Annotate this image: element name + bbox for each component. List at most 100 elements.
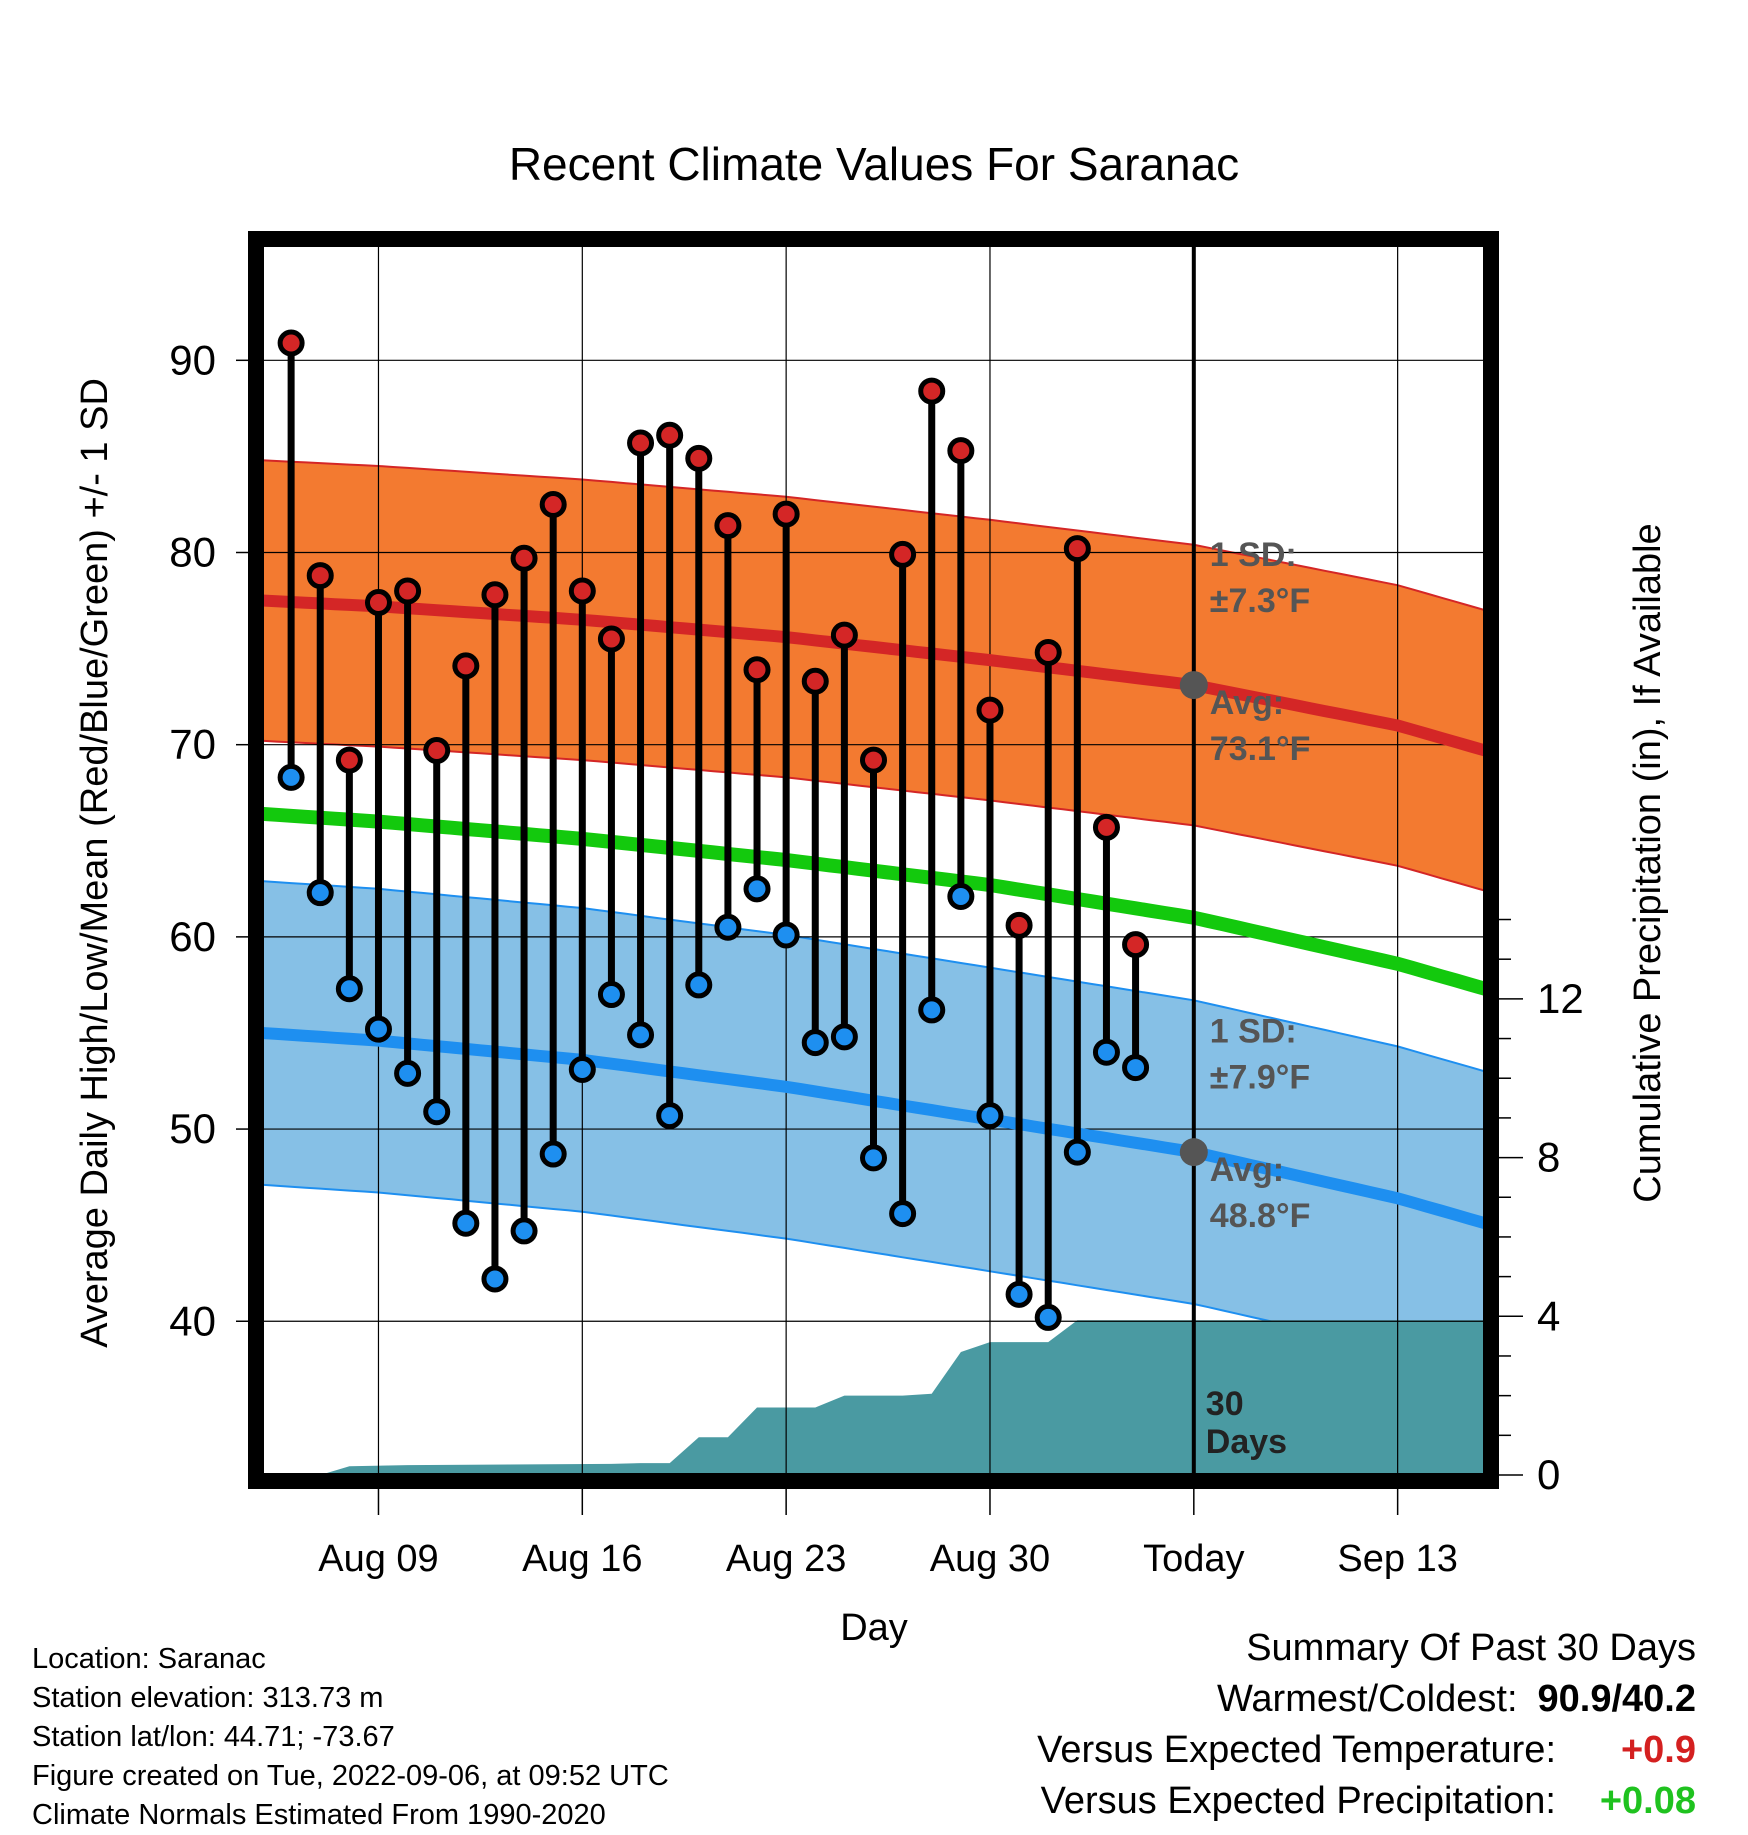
summary-panel: Summary Of Past 30 Days Warmest/Coldest:… (1037, 1623, 1696, 1827)
daily-high-point (597, 625, 625, 653)
daily-high-point (306, 562, 334, 590)
warmest-label: Warmest/Coldest: (1216, 1678, 1518, 1720)
plot-frame (248, 231, 1499, 1489)
elevation-text: Station elevation: 313.73 m (32, 1682, 384, 1714)
daily-high-point (918, 377, 946, 405)
daily-high-point (364, 588, 392, 616)
temp-value: +0.9 (1620, 1729, 1696, 1771)
warmest-value: 90.9/40.2 (1537, 1678, 1696, 1720)
daily-low-point (714, 913, 742, 941)
daily-low-point (306, 879, 334, 907)
daily-low-point (1122, 1054, 1150, 1082)
daily-high-point (1092, 813, 1120, 841)
precipitation-area (262, 1320, 1485, 1475)
y2-axis-label: Cumulative Precipitation (in), If Availa… (1627, 523, 1669, 1202)
daily-low-point (364, 1015, 392, 1043)
daily-low-point (656, 1102, 684, 1130)
daily-high-point (801, 667, 829, 695)
y-tick-label: 50 (169, 1105, 216, 1152)
daily-low-point (860, 1144, 887, 1172)
avg-high-line (262, 594, 1485, 757)
daily-high-point (656, 421, 684, 449)
x-tick-label: Aug 09 (318, 1538, 438, 1580)
daily-high-point (976, 696, 1004, 724)
x-tick-label: Aug 16 (522, 1538, 642, 1580)
daily-low-point (335, 975, 363, 1003)
today-days-word: Days (1206, 1423, 1287, 1461)
daily-low-point (1092, 1038, 1120, 1066)
summary-precip-row: Versus Expected Precipitation: +0.08 (1037, 1776, 1696, 1827)
daily-high-point (743, 656, 771, 684)
summary-temp-row: Versus Expected Temperature: +0.9 (1037, 1725, 1696, 1776)
plot-area: 1 SD: ±7.3°F Avg: 73.1°F 1 SD: ±7.9°F Avg: 48.8… (169, 231, 1584, 1580)
normals-text: Climate Normals Estimated From 1990-2020 (32, 1799, 606, 1831)
precip-label: Versus Expected Precipitation: (1040, 1780, 1556, 1822)
chart-title: Recent Climate Values For Saranac (509, 138, 1239, 190)
x-tick-label: Aug 23 (726, 1538, 846, 1580)
daily-low-point (394, 1059, 422, 1087)
daily-low-point (830, 1023, 858, 1051)
x-tick-label: Sep 13 (1337, 1538, 1457, 1580)
high-sd-band (262, 460, 1485, 891)
low-avg-value: 48.8°F (1210, 1197, 1311, 1235)
daily-high-point (947, 437, 975, 465)
daily-low-point (685, 971, 713, 999)
daily-high-point (627, 429, 655, 457)
x-tick-label: Aug 30 (930, 1538, 1050, 1580)
daily-low-point (1005, 1280, 1033, 1308)
daily-low-point (918, 996, 946, 1024)
daily-low-point (889, 1200, 917, 1228)
avg-low-today-marker (1179, 1138, 1208, 1167)
y-tick-label: 40 (169, 1297, 216, 1344)
daily-low-point (539, 1140, 567, 1168)
daily-high-point (1034, 638, 1062, 666)
daily-high-point (335, 746, 363, 774)
y2-tick-label: 8 (1537, 1134, 1560, 1181)
daily-high-point (510, 544, 538, 572)
summary-title: Summary Of Past 30 Days (1246, 1627, 1696, 1669)
y2-tick-label: 12 (1537, 975, 1584, 1022)
location-text: Location: Saranac (32, 1643, 266, 1675)
daily-high-point (452, 652, 480, 680)
y-tick-label: 80 (169, 529, 216, 576)
high-avg-label: Avg: (1210, 684, 1284, 722)
today-days-number: 30 (1206, 1385, 1244, 1423)
high-sd-upper-line (262, 459, 1485, 612)
daily-high-point (423, 736, 451, 764)
daily-low-point (277, 763, 305, 791)
low-sd-label: 1 SD: (1210, 1013, 1297, 1051)
low-sd-value: ±7.9°F (1210, 1059, 1310, 1097)
latlon-text: Station lat/lon: 44.71; -73.67 (32, 1721, 395, 1753)
daily-high-point (481, 581, 509, 609)
plot-clipped-group (262, 245, 1485, 1475)
created-text: Figure created on Tue, 2022-09-06, at 09… (32, 1760, 669, 1792)
y-tick-label: 60 (169, 913, 216, 960)
daily-low-point (452, 1209, 480, 1237)
daily-high-point (714, 512, 742, 540)
daily-low-point (510, 1217, 538, 1245)
y-axis-label: Average Daily High/Low/Mean (Red/Blue/Gr… (74, 378, 116, 1348)
daily-high-point (539, 490, 567, 518)
daily-high-point (685, 444, 713, 472)
y-tick-label: 70 (169, 721, 216, 768)
daily-low-point (1034, 1303, 1062, 1331)
low-avg-label: Avg: (1210, 1151, 1284, 1189)
daily-low-point (423, 1098, 451, 1126)
daily-low-point (627, 1021, 655, 1049)
daily-low-point (772, 921, 800, 949)
precip-value: +0.08 (1599, 1780, 1696, 1822)
daily-high-point (277, 329, 305, 357)
x-tick-label: Today (1143, 1538, 1244, 1580)
daily-low-point (801, 1029, 829, 1057)
daily-low-point (947, 883, 975, 911)
daily-high-point (772, 500, 800, 528)
daily-high-point (1122, 931, 1150, 959)
daily-high-point (394, 577, 422, 605)
daily-low-point (743, 875, 771, 903)
daily-high-point (830, 621, 858, 649)
daily-high-point (1005, 911, 1033, 939)
high-sd-value: ±7.3°F (1210, 582, 1310, 620)
high-sd-label: 1 SD: (1210, 536, 1297, 574)
high-avg-value: 73.1°F (1210, 730, 1311, 768)
